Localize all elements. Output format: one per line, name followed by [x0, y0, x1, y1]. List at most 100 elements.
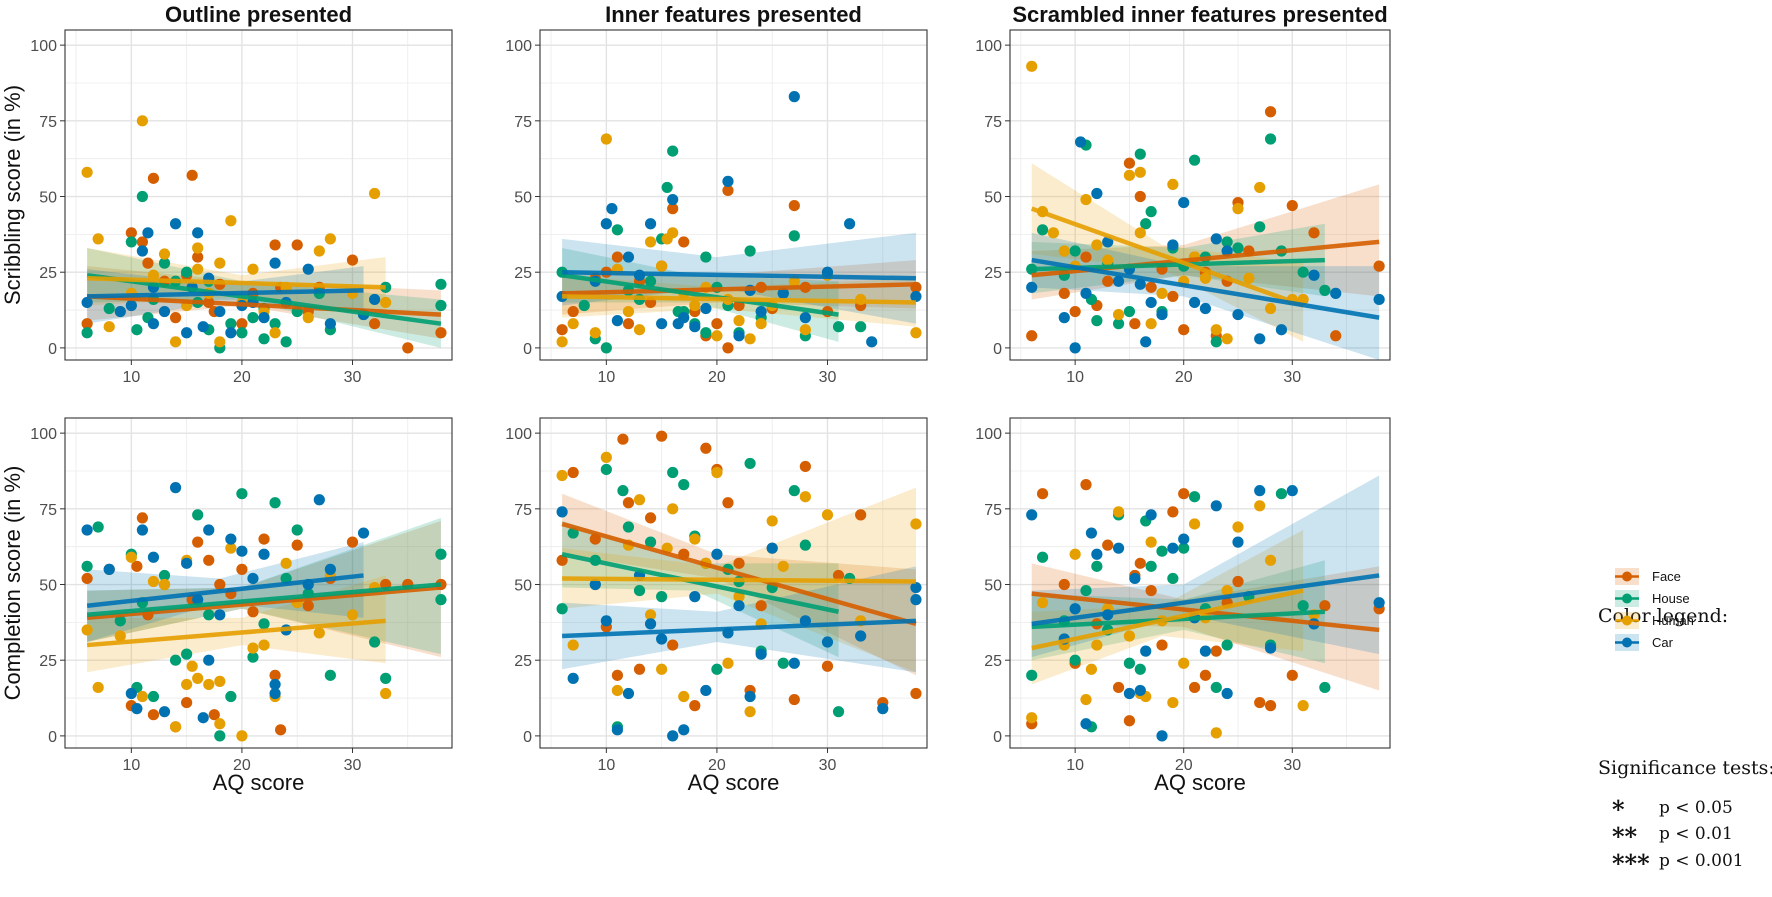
human-point: [225, 542, 237, 554]
house-point: [567, 527, 579, 539]
y-axis-label: Completion score (in %): [0, 466, 25, 701]
face-point: [435, 327, 447, 339]
y-axis-label: Scribbling score (in %): [0, 85, 25, 305]
human-point: [214, 718, 226, 730]
house-fit-line: [86, 273, 442, 326]
car-point: [258, 312, 270, 324]
car-point: [1373, 597, 1385, 609]
face-point: [236, 318, 248, 330]
car-point: [225, 327, 237, 339]
car-point: [158, 706, 171, 718]
house-fit-line: [1031, 609, 1325, 630]
y-tick-label: 0: [523, 341, 532, 358]
car-fit-line: [86, 573, 364, 608]
car-fit-line: [87, 288, 364, 299]
sig-stars-2: **: [1612, 822, 1638, 851]
human-point: [1091, 239, 1103, 251]
house-point: [435, 594, 447, 606]
face-point: [611, 251, 624, 263]
car-point: [1308, 269, 1320, 281]
human-point: [1264, 554, 1277, 566]
face-point: [1036, 488, 1049, 500]
human-point: [1123, 169, 1136, 181]
face-point: [1286, 669, 1298, 681]
house-point: [667, 145, 679, 157]
house-point: [435, 299, 447, 312]
house-point: [744, 457, 756, 470]
human-point: [1145, 536, 1157, 548]
car-point: [169, 218, 182, 230]
human-point: [1178, 657, 1190, 669]
x-tick-label: 10: [597, 369, 615, 386]
house-point: [661, 181, 673, 194]
legend-label-car: Car: [1652, 635, 1674, 650]
car-point: [324, 563, 336, 575]
face-point: [821, 660, 834, 672]
car-point: [644, 618, 657, 630]
house-point: [1297, 600, 1309, 612]
human-point: [755, 318, 767, 330]
human-point: [269, 327, 281, 339]
face-point: [1308, 227, 1320, 239]
y-tick-label: 50: [984, 578, 1002, 595]
human-point: [1264, 302, 1277, 315]
human-point: [1167, 178, 1179, 191]
human-point: [711, 330, 723, 342]
car-point: [181, 327, 193, 339]
car-point: [181, 557, 193, 569]
car-point: [1275, 324, 1288, 336]
car-point: [214, 609, 226, 621]
sig-stars-3: ***: [1612, 849, 1650, 878]
human-point: [1297, 700, 1309, 712]
house-point: [131, 324, 143, 336]
human-point: [1232, 203, 1244, 215]
car-point: [158, 305, 171, 318]
human-point: [247, 263, 259, 275]
panel-1: 10 20 30 0 25 50 75 100 Outline presented Scribbl…: [0, 2, 453, 386]
human-point: [158, 248, 171, 260]
car-point: [1091, 548, 1103, 560]
face-point: [1058, 578, 1070, 591]
y-tick-label: 75: [514, 502, 532, 519]
y-tick-label: 75: [984, 114, 1002, 131]
face-point: [788, 199, 800, 212]
human-point: [1232, 521, 1244, 533]
house-point: [1134, 663, 1146, 675]
face-point: [556, 554, 568, 566]
human-point: [1047, 227, 1060, 239]
x-tick-label: 30: [1283, 757, 1301, 774]
y-tick-label: 50: [39, 578, 57, 595]
face-point: [1145, 584, 1157, 597]
car-fit-line: [562, 269, 916, 281]
human-point: [1134, 166, 1146, 178]
house-point: [700, 251, 712, 263]
house-point: [81, 560, 93, 572]
car-point: [225, 533, 237, 545]
face-point: [722, 342, 734, 354]
human-confidence-band: [1031, 163, 1304, 342]
house-point: [617, 485, 629, 497]
house-point: [855, 321, 867, 333]
human-point: [744, 706, 756, 718]
sig-text-3: p < 0.001: [1659, 851, 1744, 871]
human-fit-line: [562, 576, 916, 584]
car-point: [910, 290, 922, 303]
human-point: [247, 642, 259, 654]
face-point: [622, 497, 635, 509]
house-fit-line: [561, 273, 839, 317]
x-tick-label: 10: [1066, 757, 1084, 774]
house-point: [744, 245, 756, 257]
house-point: [711, 663, 723, 675]
car-point: [1080, 287, 1092, 299]
car-point: [844, 218, 856, 230]
legend-label-house: House: [1652, 591, 1690, 606]
human-point: [214, 336, 226, 348]
car-point: [1178, 533, 1190, 545]
car-point: [324, 318, 336, 330]
house-point: [81, 327, 93, 339]
house-point: [181, 266, 193, 278]
human-point: [600, 133, 612, 145]
human-point: [1026, 712, 1038, 724]
face-point: [346, 536, 359, 548]
house-point: [611, 224, 624, 236]
